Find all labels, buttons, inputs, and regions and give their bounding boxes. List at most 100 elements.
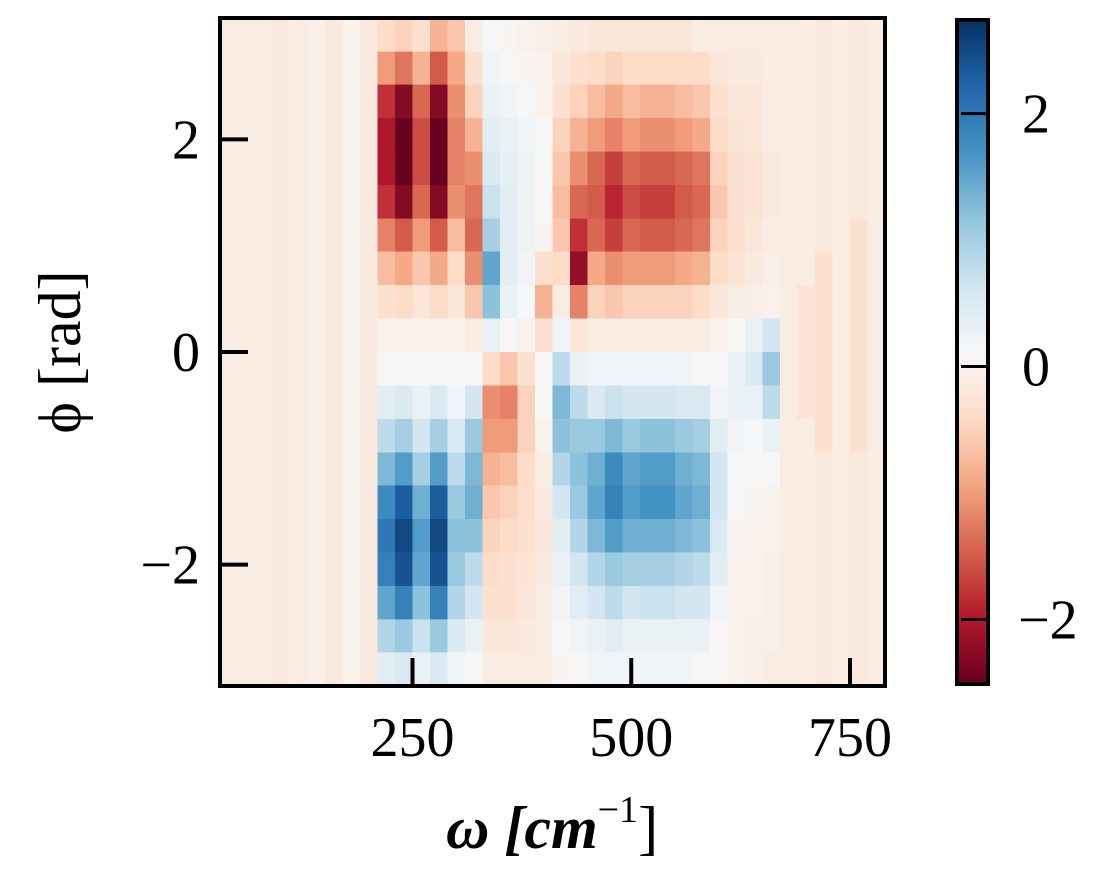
- heatmap-cell: [622, 118, 641, 153]
- heatmap-cell: [797, 585, 816, 620]
- heatmap-cell: [675, 552, 694, 587]
- heatmap-cell: [622, 418, 641, 454]
- heatmap-cell: [342, 285, 361, 320]
- heatmap-cell: [815, 285, 834, 320]
- heatmap-cell: [535, 151, 554, 186]
- heatmap-cell: [535, 251, 554, 286]
- heatmap-cell: [500, 552, 519, 587]
- heatmap-cell: [657, 585, 676, 620]
- heatmap-cell: [850, 619, 869, 653]
- heatmap-cell: [325, 51, 344, 86]
- heatmap-cell: [517, 485, 536, 520]
- heatmap-cell: [307, 352, 326, 387]
- heatmap-cell: [867, 185, 886, 220]
- heatmap-cell: [500, 518, 519, 554]
- heatmap-cell: [605, 84, 624, 119]
- heatmap-cell: [465, 485, 484, 520]
- heatmap-cell: [587, 552, 606, 587]
- heatmap-cell: [517, 619, 536, 653]
- heatmap-cell: [307, 251, 326, 286]
- heatmap-cell: [797, 652, 816, 687]
- heatmap-cell: [535, 185, 554, 220]
- heatmap-cell: [640, 18, 659, 53]
- heatmap-cell: [797, 118, 816, 153]
- heatmap-cell: [255, 51, 274, 86]
- heatmap-cell: [290, 485, 309, 520]
- heatmap-cell: [727, 452, 746, 487]
- heatmap-cell: [377, 418, 396, 454]
- heatmap-cell: [797, 485, 816, 520]
- heatmap-cell: [290, 51, 309, 86]
- heatmap-cell: [447, 285, 466, 320]
- heatmap-cell: [850, 485, 869, 520]
- heatmap-cell: [867, 51, 886, 86]
- heatmap-cell: [377, 518, 396, 554]
- heatmap-cell: [395, 185, 414, 220]
- heatmap-cell: [307, 652, 326, 687]
- heatmap-cell: [482, 285, 501, 320]
- heatmap-cell: [675, 251, 694, 286]
- heatmap-cell: [605, 619, 624, 653]
- heatmap-cell: [395, 285, 414, 320]
- heatmap-cell: [517, 452, 536, 487]
- heatmap-cell: [220, 385, 239, 420]
- heatmap-cell: [465, 84, 484, 119]
- heatmap-cell: [430, 84, 449, 119]
- heatmap-cell: [745, 251, 764, 286]
- heatmap-cell: [360, 352, 379, 387]
- heatmap-cell: [447, 251, 466, 286]
- heatmap-cell: [465, 619, 484, 653]
- heatmap-cell: [762, 652, 781, 687]
- heatmap-cell: [850, 285, 869, 320]
- heatmap-cell: [832, 118, 851, 153]
- heatmap-cell: [552, 251, 571, 286]
- heatmap-cell: [447, 352, 466, 387]
- heatmap-cell: [342, 452, 361, 487]
- heatmap-cell: [360, 151, 379, 186]
- heatmap-cell: [570, 18, 589, 53]
- heatmap-cell: [482, 185, 501, 220]
- heatmap-cell: [657, 652, 676, 687]
- heatmap-cell: [517, 552, 536, 587]
- heatmap-cell: [342, 585, 361, 620]
- heatmap-cell: [657, 218, 676, 253]
- heatmap-cell: [832, 285, 851, 320]
- heatmap-cell: [307, 51, 326, 86]
- heatmap-cell: [745, 118, 764, 153]
- heatmap-cell: [255, 418, 274, 454]
- heatmap-cell: [325, 485, 344, 520]
- heatmap-cell: [272, 18, 291, 53]
- heatmap-cell: [640, 518, 659, 554]
- heatmap-cell: [412, 585, 431, 620]
- heatmap-cell: [552, 18, 571, 53]
- heatmap-cell: [832, 218, 851, 253]
- heatmap-cell: [745, 552, 764, 587]
- heatmap-cell: [325, 585, 344, 620]
- heatmap-cell: [237, 185, 256, 220]
- heatmap-cell: [482, 18, 501, 53]
- heatmap-cell: [692, 251, 711, 286]
- heatmap-cell: [727, 218, 746, 253]
- heatmap-cell: [307, 585, 326, 620]
- heatmap-cell: [500, 251, 519, 286]
- heatmap-cell: [587, 51, 606, 86]
- heatmap-cell: [290, 352, 309, 387]
- heatmap-cell: [710, 552, 729, 587]
- heatmap-cell: [867, 552, 886, 587]
- heatmap-cell: [465, 585, 484, 620]
- heatmap-cell: [867, 352, 886, 387]
- heatmap-cell: [237, 318, 256, 353]
- heatmap-cell: [850, 585, 869, 620]
- heatmap-cell: [255, 185, 274, 220]
- heatmap-cell: [867, 385, 886, 420]
- heatmap-cell: [692, 585, 711, 620]
- heatmap-cell: [482, 251, 501, 286]
- heatmap-cell: [342, 552, 361, 587]
- heatmap-cell: [780, 285, 799, 320]
- heatmap-cell: [307, 84, 326, 119]
- heatmap-cell: [815, 418, 834, 454]
- heatmap-cell: [272, 385, 291, 420]
- heatmap-cell: [412, 418, 431, 454]
- heatmap-cell: [797, 285, 816, 320]
- heatmap-cell: [605, 518, 624, 554]
